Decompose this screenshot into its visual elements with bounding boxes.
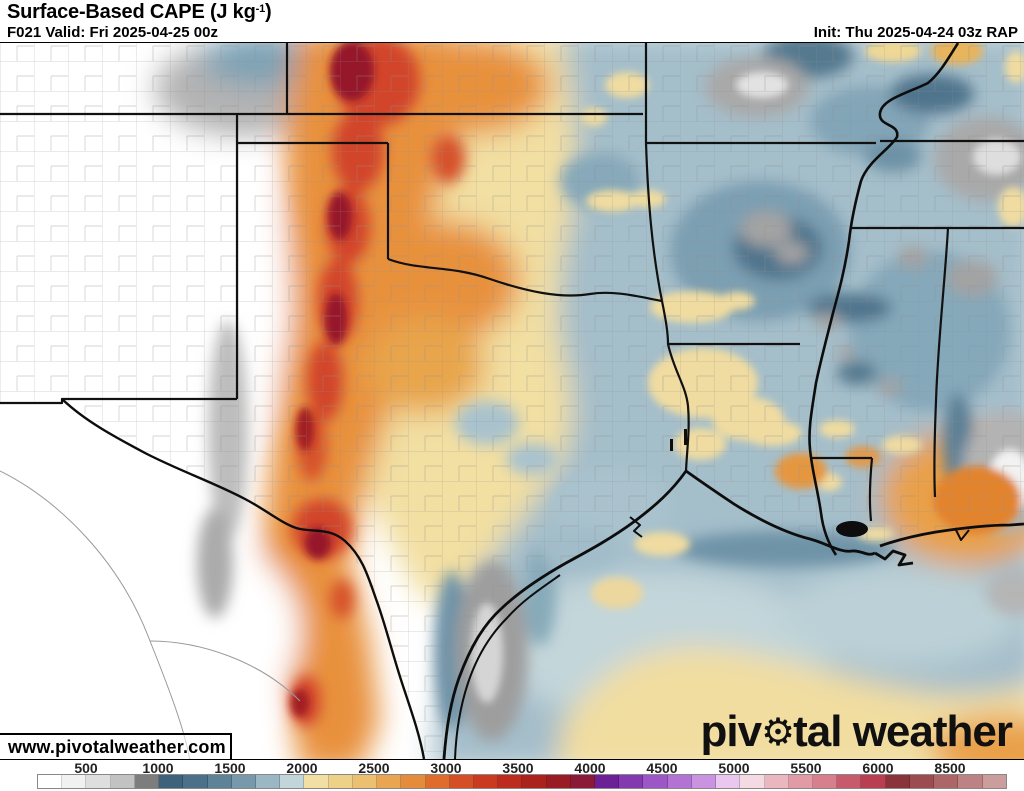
colorbar-cell (280, 775, 305, 788)
colorbar-cell (837, 775, 862, 788)
cape-contour-map (0, 43, 1024, 759)
lake-pontchartrain (670, 429, 868, 537)
watermark-box: www.pivotalweather.com (0, 733, 232, 759)
colorbar-cell (473, 775, 499, 788)
colorbar-tick: 5000 (718, 760, 750, 776)
colorbar-cell (183, 775, 208, 788)
map-canvas[interactable]: www.pivotalweather.com piv⚙tal weather (0, 42, 1024, 760)
colorbar-tick: 8500 (934, 760, 966, 776)
state-borders (0, 43, 1024, 522)
colorbar-cell (716, 775, 741, 788)
colorbar-tick: 2500 (358, 760, 390, 776)
colorbar-cell (885, 775, 910, 788)
colorbar-tick: 1000 (142, 760, 174, 776)
colorbar-cell (764, 775, 789, 788)
pivotal-weather-logo: piv⚙tal weather (700, 707, 1013, 756)
colorbar-cell (595, 775, 620, 788)
colorbar-cell (304, 775, 329, 788)
gear-icon: ⚙ (761, 712, 795, 754)
colorbar-cell (352, 775, 378, 788)
colorbar-tick: 2000 (286, 760, 318, 776)
colorbar-legend: 500 1000 1500 2000 2500 3000 3500 4000 4500 5000 5… (0, 760, 1024, 791)
colorbar-cell (110, 775, 135, 788)
colorbar-cell (449, 775, 474, 788)
colorbar-cell (328, 775, 353, 788)
colorbar-cell (813, 775, 838, 788)
colorbar-cell (522, 775, 547, 788)
colorbar-cell (619, 775, 644, 788)
colorbar-cell (255, 775, 281, 788)
colorbar-cell (570, 775, 596, 788)
colorbar-cell (159, 775, 184, 788)
colorbar-cell (377, 775, 402, 788)
mississippi-river (808, 43, 960, 556)
colorbar-cell (546, 775, 571, 788)
page-title: Surface-Based CAPE (J kg-1) (7, 1, 272, 23)
colorbar-tick: 4000 (574, 760, 606, 776)
colorbar-cell (231, 775, 256, 788)
colorbar-tick: 500 (74, 760, 98, 776)
colorbar-tick: 6000 (862, 760, 894, 776)
colorbar-cell (909, 775, 935, 788)
colorbar-tick: 1500 (214, 760, 246, 776)
colorbar-cell (691, 775, 717, 788)
colorbar-cell (86, 775, 111, 788)
colorbar-cell (643, 775, 668, 788)
colorbar-cell (134, 775, 160, 788)
colorbar-tick: 5500 (790, 760, 822, 776)
colorbar-cell (38, 775, 63, 788)
colorbar-cell (498, 775, 523, 788)
colorbar-cell (934, 775, 959, 788)
colorbar-cell (740, 775, 765, 788)
gulf-coastline (442, 469, 1024, 759)
colorbar-cell (425, 775, 450, 788)
colorbar-cell (982, 775, 1006, 788)
colorbar-tick: 3000 (430, 760, 462, 776)
valid-time-label: F021 Valid: Fri 2025-04-25 00z (7, 24, 218, 41)
colorbar-cell (667, 775, 692, 788)
rio-grande (61, 398, 426, 759)
colorbar-cell (207, 775, 232, 788)
colorbar-tick: 4500 (646, 760, 678, 776)
colorbar (37, 774, 1007, 789)
colorbar-cell (958, 775, 983, 788)
colorbar-tick: 3500 (502, 760, 534, 776)
colorbar-cell (861, 775, 886, 788)
header: Surface-Based CAPE (J kg-1) F021 Valid: … (0, 0, 1024, 42)
colorbar-cell (788, 775, 813, 788)
init-time-label: Init: Thu 2025-04-24 03z RAP (813, 24, 1018, 41)
watermark-url[interactable]: www.pivotalweather.com (8, 737, 226, 757)
colorbar-tick-labels: 500 1000 1500 2000 2500 3000 3500 4000 4500 5000 5… (0, 760, 1024, 776)
colorbar-cell (62, 775, 87, 788)
colorbar-cell (401, 775, 426, 788)
